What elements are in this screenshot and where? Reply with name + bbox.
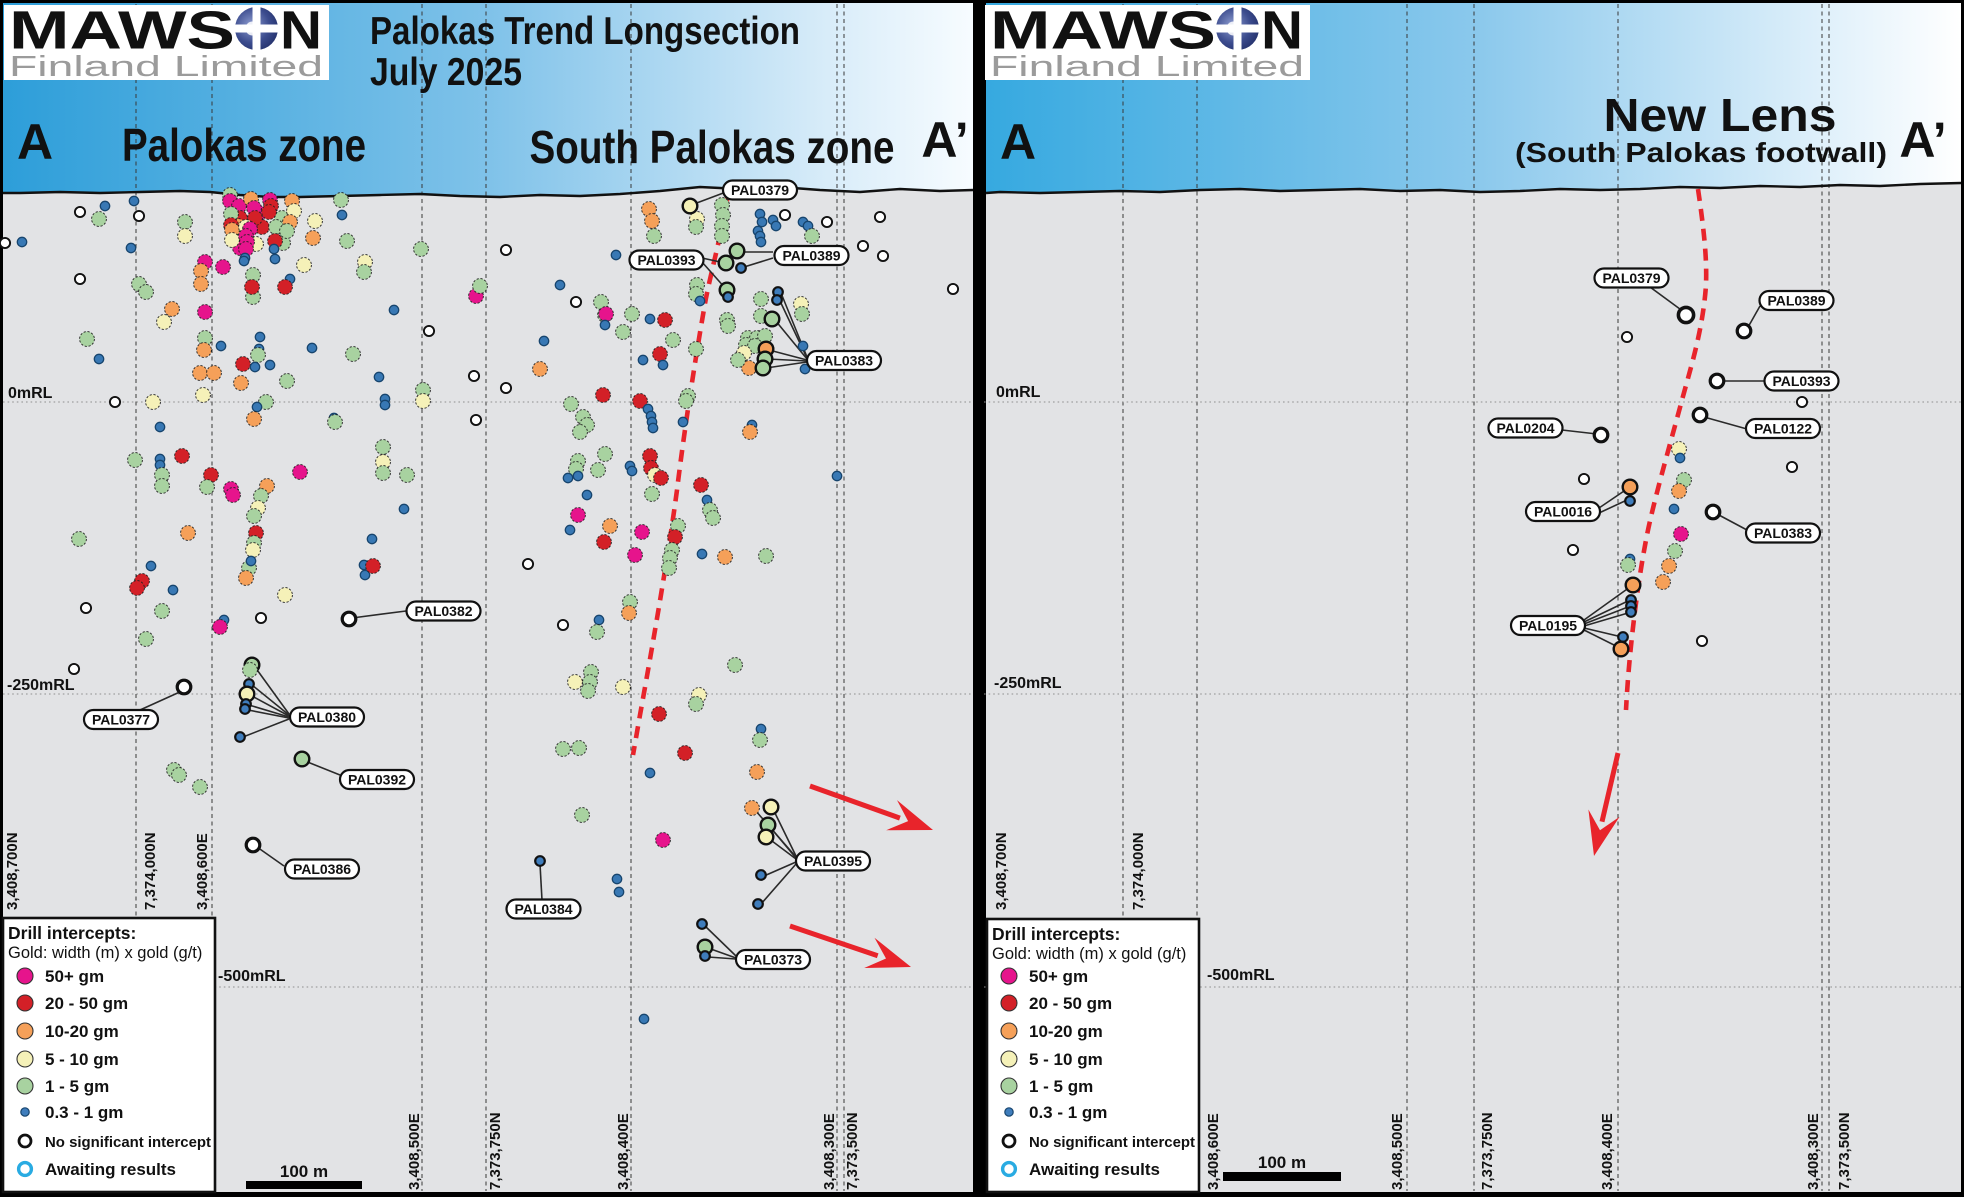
svg-text:100 m: 100 m bbox=[280, 1162, 328, 1181]
svg-text:0mRL: 0mRL bbox=[8, 385, 53, 402]
svg-text:PAL0379: PAL0379 bbox=[731, 182, 789, 198]
svg-text:A: A bbox=[17, 114, 53, 170]
svg-text:10-20 gm: 10-20 gm bbox=[1029, 1022, 1103, 1041]
svg-text:10-20 gm: 10-20 gm bbox=[45, 1022, 119, 1041]
svg-text:20 - 50 gm: 20 - 50 gm bbox=[45, 994, 128, 1013]
svg-text:A: A bbox=[1000, 114, 1036, 170]
svg-text:7,373,500N: 7,373,500N bbox=[1836, 1112, 1853, 1190]
svg-text:PAL0393: PAL0393 bbox=[1772, 373, 1830, 389]
svg-text:3,408,700N: 3,408,700N bbox=[4, 832, 21, 910]
svg-text:-250mRL: -250mRL bbox=[994, 675, 1062, 692]
svg-text:PAL0383: PAL0383 bbox=[1754, 525, 1812, 541]
svg-text:PAL0379: PAL0379 bbox=[1602, 270, 1660, 286]
svg-text:(South Palokas footwall): (South Palokas footwall) bbox=[1515, 137, 1887, 168]
svg-text:1 - 5 gm: 1 - 5 gm bbox=[45, 1077, 109, 1096]
svg-text:MAWS: MAWS bbox=[990, 1, 1216, 61]
svg-text:-500mRL: -500mRL bbox=[218, 968, 286, 985]
svg-text:Drill intercepts:: Drill intercepts: bbox=[8, 923, 136, 943]
svg-text:Palokas zone: Palokas zone bbox=[122, 119, 366, 171]
svg-text:PAL0122: PAL0122 bbox=[1754, 421, 1812, 437]
svg-text:PAL0392: PAL0392 bbox=[348, 772, 406, 788]
svg-text:-500mRL: -500mRL bbox=[1207, 967, 1275, 984]
svg-text:N: N bbox=[1261, 1, 1303, 61]
svg-text:Awaiting results: Awaiting results bbox=[45, 1160, 176, 1179]
svg-text:PAL0382: PAL0382 bbox=[414, 603, 472, 619]
svg-text:Drill intercepts:: Drill intercepts: bbox=[992, 924, 1120, 944]
svg-text:New Lens: New Lens bbox=[1604, 89, 1837, 141]
svg-text:Finland Limited: Finland Limited bbox=[990, 51, 1304, 83]
svg-text:PAL0377: PAL0377 bbox=[92, 712, 150, 728]
svg-text:A’: A’ bbox=[921, 112, 968, 168]
svg-text:PAL0395: PAL0395 bbox=[804, 853, 862, 869]
svg-text:3,408,400E: 3,408,400E bbox=[615, 1113, 632, 1190]
svg-text:1 - 5 gm: 1 - 5 gm bbox=[1029, 1077, 1093, 1096]
svg-text:20 - 50 gm: 20 - 50 gm bbox=[1029, 994, 1112, 1013]
svg-text:0.3 - 1 gm: 0.3 - 1 gm bbox=[1029, 1103, 1107, 1122]
svg-text:3,408,500E: 3,408,500E bbox=[1389, 1113, 1406, 1190]
svg-text:A’: A’ bbox=[1899, 112, 1946, 168]
svg-text:PAL0383: PAL0383 bbox=[815, 353, 873, 369]
svg-text:PAL0016: PAL0016 bbox=[1534, 504, 1592, 520]
svg-text:Palokas Trend Longsection: Palokas Trend Longsection bbox=[370, 10, 800, 53]
svg-text:0mRL: 0mRL bbox=[996, 384, 1041, 401]
svg-text:50+ gm: 50+ gm bbox=[1029, 967, 1088, 986]
svg-text:No significant intercept: No significant intercept bbox=[45, 1134, 211, 1151]
svg-text:7,374,000N: 7,374,000N bbox=[1130, 832, 1147, 910]
svg-text:Gold: width (m) x gold (g/t): Gold: width (m) x gold (g/t) bbox=[8, 944, 202, 962]
svg-text:N: N bbox=[280, 1, 322, 61]
svg-text:5 - 10 gm: 5 - 10 gm bbox=[1029, 1050, 1103, 1069]
svg-text:100 m: 100 m bbox=[1258, 1153, 1306, 1172]
svg-text:PAL0380: PAL0380 bbox=[298, 709, 356, 725]
svg-text:3,408,300E: 3,408,300E bbox=[1805, 1113, 1822, 1190]
svg-text:3,408,600E: 3,408,600E bbox=[1205, 1113, 1222, 1190]
svg-text:50+ gm: 50+ gm bbox=[45, 967, 104, 986]
svg-text:0.3 - 1 gm: 0.3 - 1 gm bbox=[45, 1103, 123, 1122]
svg-text:PAL0195: PAL0195 bbox=[1519, 618, 1577, 634]
svg-text:3,408,300E: 3,408,300E bbox=[821, 1113, 838, 1190]
svg-text:7,373,500N: 7,373,500N bbox=[844, 1112, 861, 1190]
svg-text:No significant intercept: No significant intercept bbox=[1029, 1134, 1195, 1151]
svg-text:July 2025: July 2025 bbox=[370, 51, 522, 94]
svg-text:7,373,750N: 7,373,750N bbox=[1479, 1112, 1496, 1190]
svg-text:South Palokas zone: South Palokas zone bbox=[530, 121, 895, 173]
svg-text:7,373,750N: 7,373,750N bbox=[487, 1112, 504, 1190]
svg-text:PAL0393: PAL0393 bbox=[637, 252, 695, 268]
svg-text:PAL0204: PAL0204 bbox=[1496, 420, 1554, 436]
svg-text:3,408,400E: 3,408,400E bbox=[1599, 1113, 1616, 1190]
svg-text:PAL0384: PAL0384 bbox=[514, 901, 572, 917]
svg-text:Gold: width (m) x gold (g/t): Gold: width (m) x gold (g/t) bbox=[992, 945, 1186, 963]
svg-text:3,408,700N: 3,408,700N bbox=[993, 832, 1010, 910]
svg-text:PAL0373: PAL0373 bbox=[744, 952, 802, 968]
svg-text:Awaiting results: Awaiting results bbox=[1029, 1160, 1160, 1179]
svg-text:5 - 10 gm: 5 - 10 gm bbox=[45, 1050, 119, 1069]
svg-text:PAL0389: PAL0389 bbox=[1767, 293, 1825, 309]
svg-text:Finland Limited: Finland Limited bbox=[9, 51, 323, 83]
svg-text:7,374,000N: 7,374,000N bbox=[142, 832, 159, 910]
svg-text:MAWS: MAWS bbox=[9, 1, 235, 61]
svg-text:-250mRL: -250mRL bbox=[7, 677, 75, 694]
svg-text:3,408,600E: 3,408,600E bbox=[194, 833, 211, 910]
svg-text:PAL0389: PAL0389 bbox=[782, 248, 840, 264]
svg-text:PAL0386: PAL0386 bbox=[293, 861, 351, 877]
svg-text:3,408,500E: 3,408,500E bbox=[406, 1113, 423, 1190]
